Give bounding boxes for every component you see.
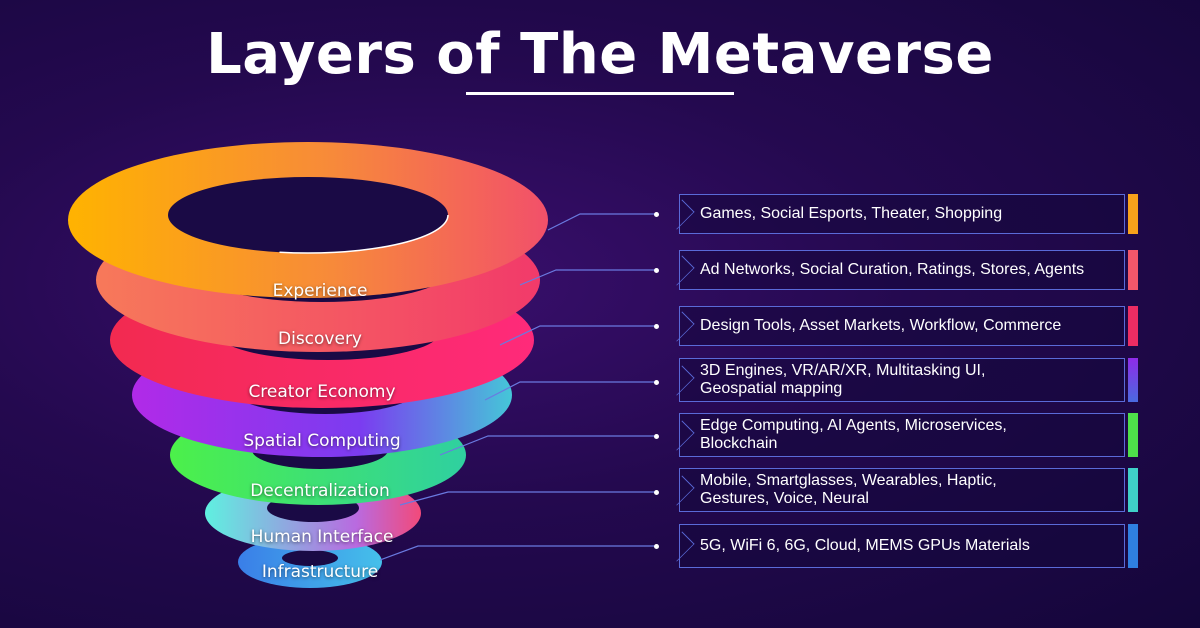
connector-dot: [653, 211, 659, 217]
connector-dot: [653, 267, 659, 273]
connector-dot: [653, 379, 659, 385]
layer-label-discovery: Discovery: [278, 329, 362, 349]
connector-dot: [653, 489, 659, 495]
color-bar-infrastructure: [1128, 524, 1138, 568]
connector-dot: [653, 543, 659, 549]
connector-dot: [653, 433, 659, 439]
detail-text: Edge Computing, AI Agents, Microservices…: [700, 417, 1007, 452]
detail-text: Design Tools, Asset Markets, Workflow, C…: [700, 317, 1062, 334]
detail-text: 5G, WiFi 6, 6G, Cloud, MEMS GPUs Materia…: [700, 537, 1030, 554]
layer-label-creator-economy: Creator Economy: [248, 382, 396, 402]
color-bar-discovery: [1128, 250, 1138, 290]
detail-box-discovery: Ad Networks, Social Curation, Ratings, S…: [664, 250, 1125, 290]
layer-label-decentralization: Decentralization: [250, 481, 390, 501]
color-bar-spatial-computing: [1128, 358, 1138, 402]
detail-text: Mobile, Smartglasses, Wearables, Haptic,…: [700, 472, 997, 507]
title-underline: [466, 92, 734, 95]
connector-lines: [379, 213, 656, 561]
detail-box-spatial-computing: 3D Engines, VR/AR/XR, Multitasking UI, G…: [664, 358, 1125, 402]
detail-box-human-interface: Mobile, Smartglasses, Wearables, Haptic,…: [664, 468, 1125, 512]
detail-box-decentralization: Edge Computing, AI Agents, Microservices…: [664, 413, 1125, 457]
detail-text: Ad Networks, Social Curation, Ratings, S…: [700, 261, 1085, 278]
layer-label-human-interface: Human Interface: [250, 527, 394, 547]
color-bar-human-interface: [1128, 468, 1138, 512]
detail-box-experience: Games, Social Esports, Theater, Shopping: [664, 194, 1125, 234]
detail-text: 3D Engines, VR/AR/XR, Multitasking UI, G…: [700, 362, 986, 397]
color-bar-decentralization: [1128, 413, 1138, 457]
layer-label-infrastructure: Infrastructure: [261, 562, 379, 582]
color-bar-creator-economy: [1128, 306, 1138, 346]
detail-text: Games, Social Esports, Theater, Shopping: [700, 205, 1003, 222]
ring-experience: [68, 142, 548, 298]
layer-label-spatial-computing: Spatial Computing: [243, 431, 401, 451]
detail-box-infrastructure: 5G, WiFi 6, 6G, Cloud, MEMS GPUs Materia…: [664, 524, 1125, 568]
layer-label-experience: Experience: [272, 281, 368, 301]
page-title: Layers of The Metaverse: [206, 22, 994, 87]
color-bar-experience: [1128, 194, 1138, 234]
detail-box-creator-economy: Design Tools, Asset Markets, Workflow, C…: [664, 306, 1125, 346]
connector-dot: [653, 323, 659, 329]
